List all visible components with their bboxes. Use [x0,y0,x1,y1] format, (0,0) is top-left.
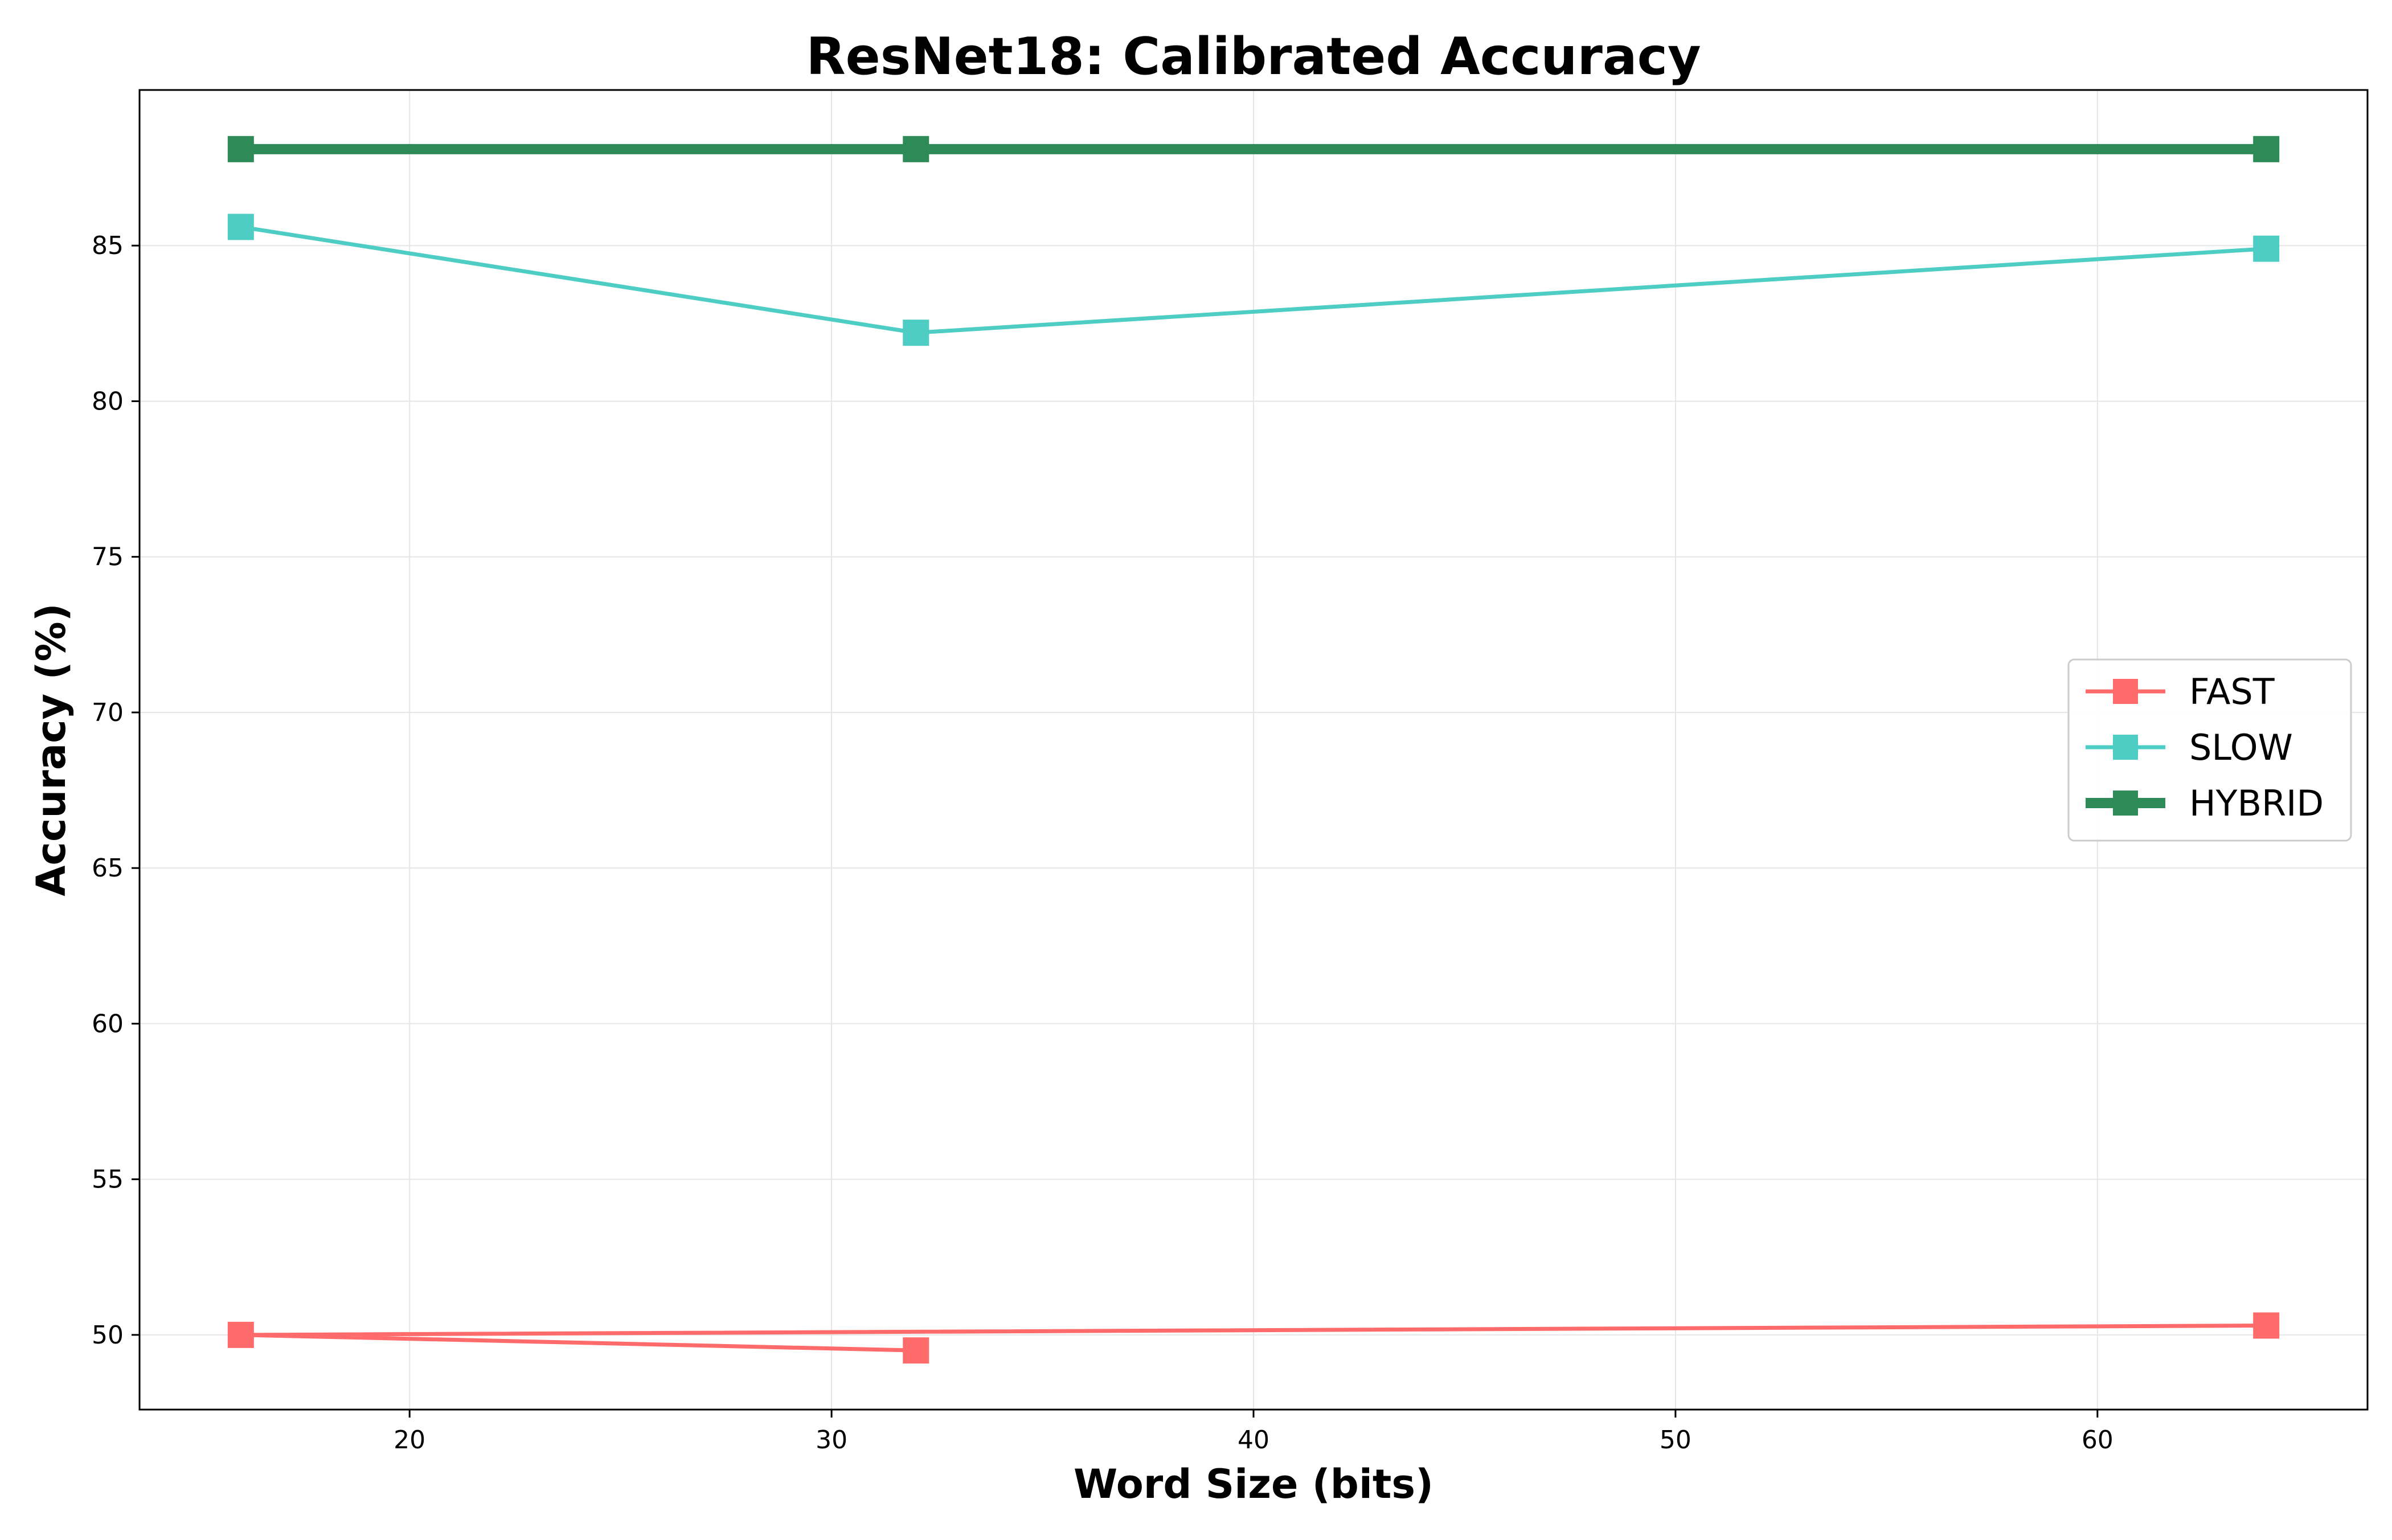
data-point-slow [903,320,929,346]
data-point-hybrid [2253,136,2280,162]
series-lines [227,136,2280,1364]
y-tick-label: 75 [92,543,124,572]
x-tick-label: 20 [394,1426,425,1455]
legend-box [2067,658,2352,842]
series-fast [227,1312,2280,1364]
y-axis-label: Accuracy (%) [28,603,75,896]
y-tick-label: 50 [92,1321,124,1350]
series-hybrid [227,136,2280,162]
x-tick-label: 60 [2082,1426,2114,1455]
data-point-fast [227,1321,254,1348]
data-point-hybrid [903,136,929,162]
data-point-slow [227,214,254,240]
y-tick-label: 60 [92,1009,124,1038]
legend-item-fast: FAST [2086,671,2275,712]
x-tick-label: 30 [816,1426,847,1455]
y-tick-label: 85 [92,231,124,260]
legend-label-fast: FAST [2189,671,2275,712]
legend-marker-hybrid [2113,791,2138,816]
legend-item-hybrid: HYBRID [2086,783,2324,824]
legend-marker-slow [2113,735,2138,760]
legend-label-slow: SLOW [2189,727,2293,768]
data-point-fast [2253,1312,2280,1339]
legend-marker-fast [2113,679,2138,704]
legend-item-slow: SLOW [2086,727,2293,768]
y-tick-label: 65 [92,854,124,883]
axis-ticks: 20 30 40 50 60 50 55 60 65 70 75 80 85 [92,231,2114,1455]
legend-label-hybrid: HYBRID [2189,783,2324,824]
x-tick-label: 50 [1660,1426,1691,1455]
data-point-hybrid [227,136,254,162]
x-axis-label: Word Size (bits) [1074,1461,1433,1508]
data-point-fast [903,1337,929,1364]
chart-title: ResNet18: Calibrated Accuracy [806,27,1701,87]
y-tick-label: 55 [92,1165,124,1194]
data-point-slow [2253,235,2280,262]
series-slow [227,214,2280,346]
x-tick-label: 40 [1238,1426,1269,1455]
y-tick-label: 70 [92,698,124,727]
y-tick-label: 80 [92,387,124,416]
legend: FAST SLOW HYBRID [2067,658,2352,842]
